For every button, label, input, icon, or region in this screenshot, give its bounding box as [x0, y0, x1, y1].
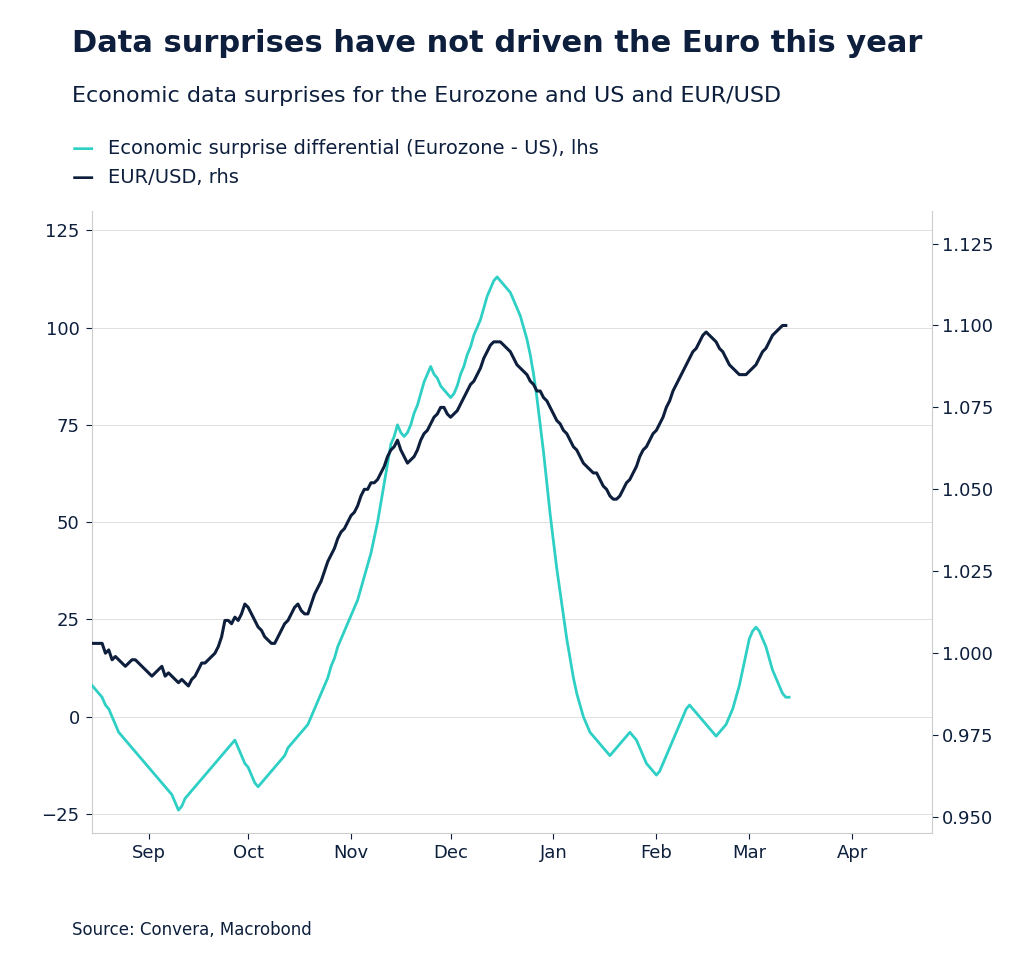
Text: Economic surprise differential (Eurozone - US), lhs: Economic surprise differential (Eurozone…: [108, 139, 598, 158]
Text: Economic data surprises for the Eurozone and US and EUR/USD: Economic data surprises for the Eurozone…: [72, 86, 781, 106]
Text: —: —: [72, 139, 94, 159]
Text: Source: Convera, Macrobond: Source: Convera, Macrobond: [72, 921, 311, 939]
Text: Data surprises have not driven the Euro this year: Data surprises have not driven the Euro …: [72, 29, 922, 57]
Text: EUR/USD, rhs: EUR/USD, rhs: [108, 168, 239, 187]
Text: —: —: [72, 168, 94, 188]
